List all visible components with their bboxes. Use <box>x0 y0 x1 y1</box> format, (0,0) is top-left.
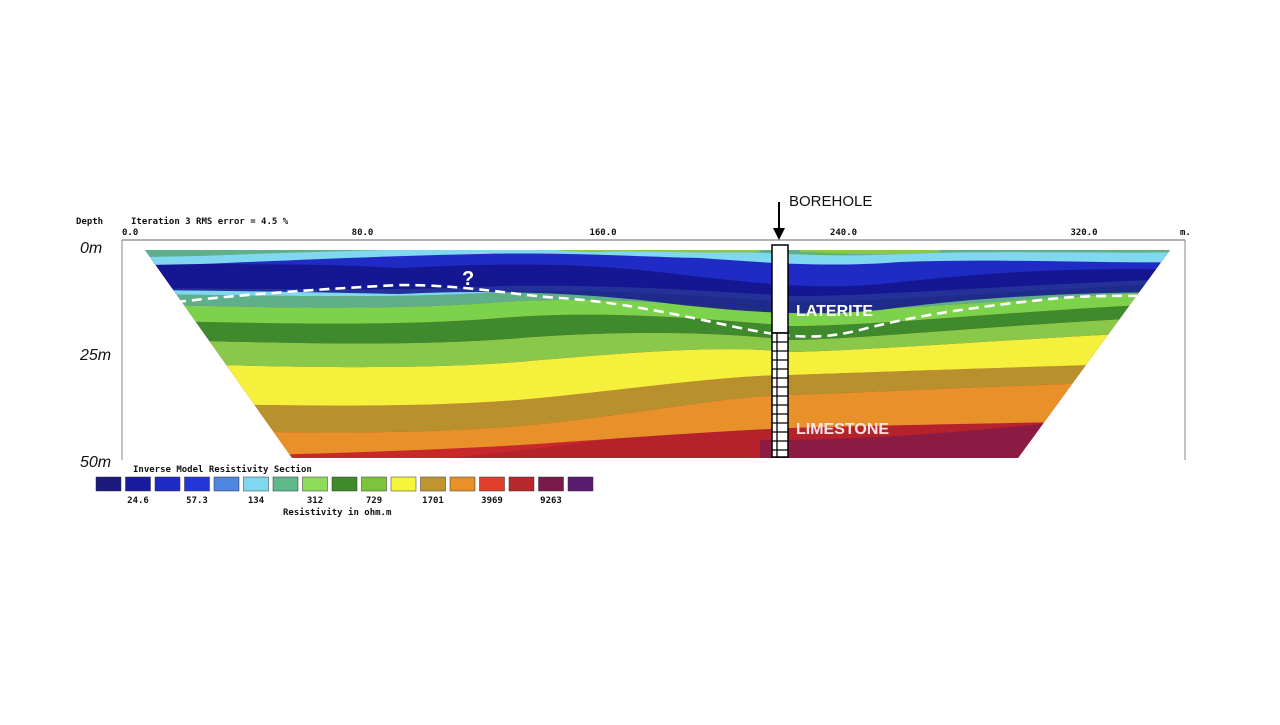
legend-swatches <box>95 476 594 492</box>
x-tick-label: 0.0 <box>122 228 138 238</box>
legend-swatch <box>302 476 328 492</box>
depth-tick-label: 0m <box>80 240 102 257</box>
depth-tick-label: 50m <box>80 454 111 471</box>
legend-swatch <box>154 476 181 492</box>
x-tick-label: 320.0 <box>1070 228 1097 238</box>
legend-unit-caption: Resistivity in ohm.m <box>283 507 392 518</box>
legend-swatch <box>420 476 446 492</box>
iteration-header: Iteration 3 RMS error = 4.5 % <box>131 216 289 227</box>
layer-yellow <box>145 330 1170 406</box>
depth-tick-labels: 0m 25m 50m <box>79 240 111 471</box>
x-tick-label: 240.0 <box>830 228 857 238</box>
legend-value-label: 1701 <box>422 496 444 506</box>
legend-swatch <box>331 476 358 492</box>
legend-swatch <box>213 476 240 492</box>
layer-top-green <box>540 250 760 253</box>
legend-swatch <box>538 476 564 492</box>
resistivity-section <box>145 250 1170 458</box>
legend-swatch <box>479 476 505 492</box>
layer-top-right-green <box>800 250 940 255</box>
depth-header: Depth <box>76 217 103 227</box>
borehole-lower <box>771 332 789 458</box>
layer-top-cyan <box>145 250 1170 266</box>
legend-value-label: 9263 <box>540 496 562 506</box>
depth-tick-label: 25m <box>79 347 111 364</box>
legend-title: Inverse Model Resistivity Section <box>133 464 312 475</box>
legend-swatch <box>361 476 387 492</box>
legend-swatch <box>449 476 476 492</box>
legend-value-label: 729 <box>366 496 382 506</box>
layer-deep-blue <box>145 262 1170 314</box>
legend-value-label: 24.6 <box>127 496 149 506</box>
layer-brown <box>145 362 1170 433</box>
legend-swatch <box>272 476 299 492</box>
legend-swatch <box>567 476 594 492</box>
layer-dark-green <box>145 302 1170 344</box>
unit-header: m. <box>1180 228 1191 238</box>
legend-swatch <box>184 476 210 492</box>
x-tick-label: 80.0 <box>352 228 374 238</box>
legend-swatch <box>508 476 535 492</box>
legend-swatch <box>125 476 151 492</box>
legend-value-label: 57.3 <box>186 496 208 506</box>
x-tick-labels: 0.0 80.0 160.0 240.0 320.0 <box>122 228 1098 238</box>
legend-swatch <box>95 476 122 492</box>
x-tick-label: 160.0 <box>589 228 616 238</box>
limestone-label: LIMESTONE <box>796 421 889 438</box>
legend-swatch <box>390 476 417 492</box>
borehole-upper <box>771 244 789 334</box>
laterite-label: LATERITE <box>796 303 873 320</box>
legend-value-label: 134 <box>248 496 265 506</box>
legend-labels: 24.6 57.3 134 312 729 1701 3969 9263 <box>127 496 562 506</box>
layer-orange <box>145 380 1170 458</box>
layer-light-green <box>145 315 1170 368</box>
legend-value-label: 3969 <box>481 496 503 506</box>
legend-value-label: 312 <box>307 496 323 506</box>
legend-swatch <box>243 476 269 492</box>
borehole-arrow-head <box>773 228 785 240</box>
question-mark-label: ? <box>462 268 474 290</box>
borehole-label: BOREHOLE <box>789 193 872 210</box>
laterite-boundary-line <box>175 283 1141 338</box>
